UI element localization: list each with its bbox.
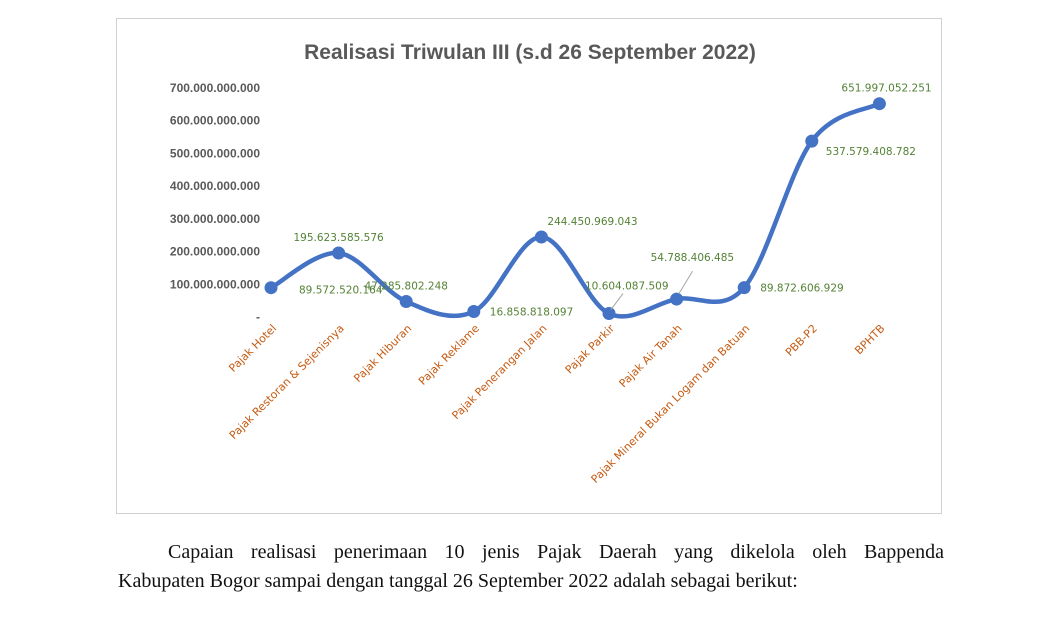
data-label: 16.858.818.097 (490, 306, 574, 318)
line-chart: Realisasi Triwulan III (s.d 26 September… (170, 41, 932, 486)
label-leader-line (610, 293, 624, 310)
y-tick-label: 600.000.000.000 (170, 114, 260, 128)
y-tick-label: 500.000.000.000 (170, 146, 260, 160)
y-tick-label: - (256, 310, 260, 324)
y-tick-label: 300.000.000.000 (170, 212, 260, 226)
x-tick-label: Pajak Hotel (226, 322, 279, 375)
x-tick-label: BPHTB (852, 322, 887, 357)
series (264, 97, 886, 321)
data-point (534, 230, 548, 244)
data-label: 651.997.052.251 (841, 83, 931, 95)
x-tick-label: Pajak Parkir (563, 322, 618, 377)
data-point (264, 281, 278, 295)
y-axis: - 100.000.000.000 200.000.000.000 300.000.0… (170, 81, 260, 324)
data-label: 47.285.802.248 (364, 281, 448, 293)
data-point (467, 304, 481, 318)
data-label: 54.788.406.485 (651, 252, 735, 264)
data-point (872, 97, 886, 111)
paragraph-line-1: Capaian realisasi penerimaan 10 jenis Pa… (168, 541, 944, 563)
data-point (805, 134, 819, 148)
data-label: 195.623.585.576 (294, 232, 384, 244)
body-paragraph: Capaian realisasi penerimaan 10 jenis Pa… (118, 538, 944, 596)
y-tick-label: 100.000.000.000 (170, 277, 260, 291)
y-tick-label: 400.000.000.000 (170, 179, 260, 193)
data-point (670, 292, 684, 306)
x-tick-label: Pajak Air Tanah (617, 322, 685, 390)
data-label: 244.450.969.043 (547, 216, 637, 228)
x-tick-label: Pajak Hiburan (351, 322, 414, 385)
x-tick-label: Pajak Reklame (416, 322, 482, 388)
x-tick-label: PBB-P2 (783, 322, 820, 359)
series-line (268, 101, 882, 319)
paragraph-line-2: Kabupaten Bogor sampai dengan tanggal 26… (118, 570, 798, 592)
y-tick-label: 200.000.000.000 (170, 245, 260, 259)
x-tick-label: Pajak Mineral Bukan Logam dan Batuan (589, 322, 753, 486)
data-label: 89.872.606.929 (760, 283, 844, 295)
chart-title: Realisasi Triwulan III (s.d 26 September… (304, 41, 756, 64)
data-labels: 89.572.520.164 195.623.585.576 47.285.802.… (294, 83, 932, 319)
chart-frame: Realisasi Triwulan III (s.d 26 September… (116, 18, 942, 514)
data-point (737, 281, 751, 295)
data-point (332, 246, 346, 260)
data-point (602, 307, 616, 321)
y-tick-label: 700.000.000.000 (170, 81, 260, 95)
data-label: 89.572.520.164 (299, 285, 383, 297)
x-tick-label: Pajak Restoran & Sejenisnya (227, 322, 347, 442)
data-label: 537.579.408.782 (826, 146, 916, 158)
data-label: 10.604.087.509 (585, 281, 669, 293)
data-point (399, 295, 413, 309)
label-leader-line (678, 270, 694, 295)
